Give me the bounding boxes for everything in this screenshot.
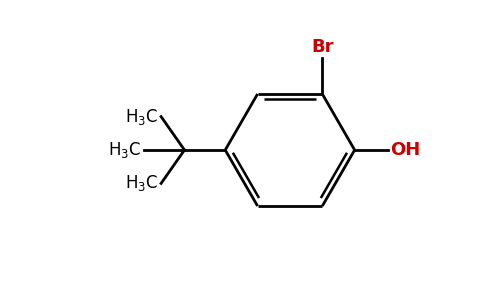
Text: $\mathregular{H_3C}$: $\mathregular{H_3C}$ xyxy=(108,140,141,160)
Text: Br: Br xyxy=(311,38,333,56)
Text: $\mathregular{H_3C}$: $\mathregular{H_3C}$ xyxy=(125,173,159,194)
Text: $\mathregular{H_3C}$: $\mathregular{H_3C}$ xyxy=(125,106,159,127)
Text: OH: OH xyxy=(390,141,420,159)
